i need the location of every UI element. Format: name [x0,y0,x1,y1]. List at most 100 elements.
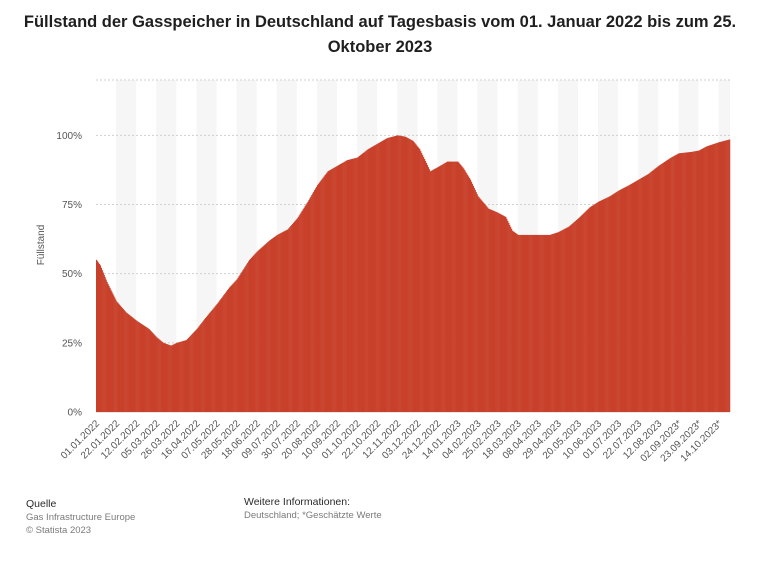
bar [228,287,231,412]
bar [295,219,298,412]
bar [438,166,440,412]
bar [105,279,107,412]
bar [358,155,361,412]
bar [265,243,267,412]
bar [230,285,233,412]
bar [172,344,174,412]
bar [387,137,389,412]
bar [649,172,651,412]
bar [237,277,239,412]
bar [243,268,245,412]
bar [104,277,106,412]
bar [213,307,215,412]
bar [530,234,532,412]
bar [180,341,182,412]
bar [405,137,408,412]
bar [485,205,487,412]
bar [640,178,642,412]
bar [205,316,208,412]
bar [386,138,388,412]
bar [418,147,420,412]
bar [435,168,437,412]
bar [242,270,244,412]
bar [609,196,611,412]
bar [656,167,658,412]
bar [357,157,359,412]
bar [96,259,98,412]
bar [429,171,431,412]
bar [337,165,340,412]
bar [232,283,234,412]
bar [683,152,685,413]
bar [414,143,416,412]
bar [133,318,135,412]
bar [614,193,616,412]
bar [573,222,575,412]
bar [231,284,233,412]
bar [667,159,670,412]
bar [641,177,643,412]
bar [650,171,652,412]
bar [503,215,505,412]
bar [241,271,243,412]
bar [154,335,156,412]
bar [722,141,724,412]
y-axis-ticks: 0% 25% 50% 75% 100% [56,131,82,419]
bar [166,344,168,412]
bar [98,263,101,412]
bar [183,340,186,412]
bar [293,221,296,412]
bar [144,326,146,412]
bar [551,234,553,412]
bar [382,140,385,412]
bar [130,316,132,412]
bar [311,195,313,412]
bar [194,331,196,412]
bar [553,233,555,412]
bar [283,231,285,412]
bar [261,247,263,412]
bar [696,150,698,413]
bar [666,160,669,412]
bar [449,161,452,412]
bar [147,328,149,412]
bar [227,290,229,412]
bar [652,170,654,412]
bar [469,179,472,412]
y-tick-label: 75% [62,200,82,211]
bar [642,177,644,412]
bar [296,218,299,412]
bar [701,148,703,412]
bar [389,137,391,412]
bar [285,230,287,412]
bar [183,340,185,412]
bar [178,342,180,412]
bar [174,343,176,412]
bar [126,313,128,412]
bar [550,234,552,412]
bar [538,234,540,412]
bar [143,325,146,412]
bar [202,321,204,412]
bar [128,314,130,412]
bar [727,139,729,412]
bar [584,211,586,412]
bar [149,330,151,412]
bar [619,190,621,412]
bar [480,199,482,412]
bar [110,289,112,412]
bar [462,167,464,412]
bar [353,158,355,412]
bar [420,151,422,412]
bar [158,338,160,412]
bar [212,308,214,412]
bar [304,206,306,412]
bar [102,272,104,412]
bar [523,234,525,412]
bar [344,161,346,412]
bar [455,161,457,412]
bar [428,169,430,412]
bar [205,317,207,412]
bar [131,316,133,412]
bar [325,173,327,412]
